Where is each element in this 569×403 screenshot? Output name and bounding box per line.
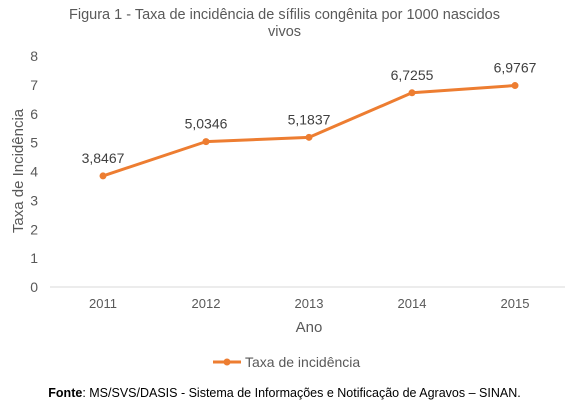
y-tick-label: 5 [30,135,38,151]
y-axis-title: Taxa de Incidência [10,108,27,233]
y-tick-label: 3 [30,192,38,208]
x-tick-label: 2012 [192,296,221,311]
data-label: 6,7255 [391,67,434,83]
x-tick-label: 2015 [501,296,530,311]
data-point [408,89,416,97]
y-tick-label: 7 [30,77,38,93]
data-label: 5,1837 [288,111,331,127]
series-line [101,84,517,178]
data-point [511,82,519,90]
data-label: 3,8467 [82,150,125,166]
x-tick-label: 2013 [295,296,324,311]
source-text: : MS/SVS/DASIS - Sistema de Informações … [82,386,521,400]
data-label: 5,0346 [185,116,228,132]
source-note: Fonte: MS/SVS/DASIS - Sistema de Informa… [0,386,569,400]
y-tick-label: 0 [30,279,38,295]
y-tick-label: 2 [30,221,38,237]
data-label: 6,9767 [494,60,537,76]
chart-title-line-1: Figura 1 - Taxa de incidência de sífilis… [69,7,500,23]
x-axis-title: Ano [296,319,323,336]
data-point [305,133,313,141]
y-tick-label: 4 [30,164,38,180]
data-point [99,172,107,180]
data-point [202,138,210,146]
x-tick-label: 2014 [398,296,427,311]
y-tick-label: 6 [30,106,38,122]
legend-marker [223,358,231,366]
y-tick-label: 8 [30,48,38,64]
x-tick-label: 2011 [89,296,117,311]
source-label: Fonte [48,386,83,400]
legend-label: Taxa de incidência [245,354,360,370]
chart-title-line-2: vivos [267,24,302,40]
y-tick-label: 1 [30,250,38,266]
